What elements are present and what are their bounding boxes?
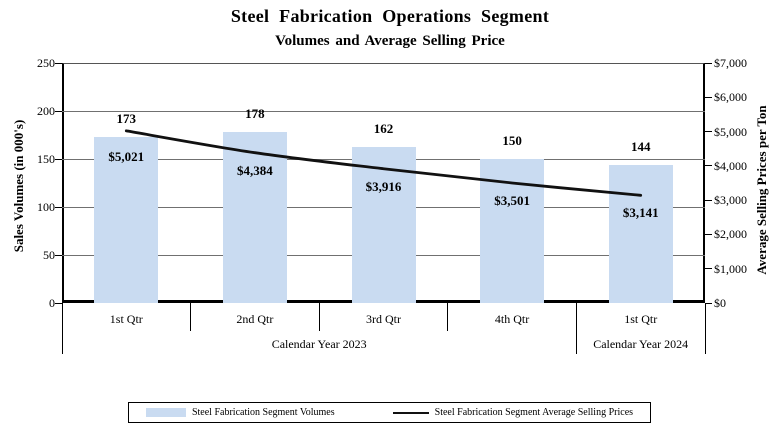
price-data-label: $4,384 [237, 162, 273, 178]
category-separator [318, 303, 320, 331]
chart-subtitle: Volumes and Average Selling Price [275, 33, 505, 49]
left-axis-tick-label: 200 [37, 104, 55, 118]
right-axis-tick-label: $0 [714, 296, 726, 310]
right-axis-tick [705, 131, 712, 133]
price-data-label: $5,021 [108, 148, 145, 164]
left-axis-tick-label: 100 [37, 200, 55, 214]
year-group-separator [61, 303, 63, 354]
price-line-layer [124, 129, 643, 197]
left-axis-tick-label: 250 [37, 56, 55, 70]
right-axis-tick-label: $6,000 [714, 90, 747, 105]
left-axis-tick-label: 0 [49, 296, 55, 310]
chart-title: Steel Fabrication Operations Segment [230, 6, 550, 26]
volume-data-label: 162 [373, 121, 394, 137]
right-axis-tick-label: $5,000 [714, 124, 747, 139]
volume-data-label: 173 [116, 110, 137, 126]
price-line [124, 129, 643, 197]
category-label: 1st Qtr [109, 312, 143, 326]
price-data-label: $3,916 [365, 178, 402, 194]
volume-bar [351, 147, 416, 303]
left-axis-tick [55, 254, 62, 256]
category-separator [447, 303, 449, 331]
right-axis-tick [705, 165, 712, 167]
volume-bar [94, 136, 159, 303]
category-label: 2nd Qtr [236, 312, 274, 326]
year-group-separator [704, 303, 706, 354]
legend-label-volumes: Steel Fabrication Segment Volumes [191, 407, 335, 418]
category-label: 3rd Qtr [365, 312, 401, 326]
legend-entry-prices: Steel Fabrication Segment Average Sellin… [392, 407, 634, 418]
category-label: 1st Qtr [624, 312, 658, 326]
year-group-label: Calendar Year 2023 [271, 337, 367, 351]
right-axis-tick-label: $3,000 [714, 193, 747, 208]
volume-data-label: 178 [245, 106, 265, 122]
year-group-separator [575, 303, 577, 354]
category-separator [190, 303, 192, 331]
right-axis-tick [705, 302, 712, 304]
right-axis-tick [705, 233, 712, 235]
right-axis-tick [705, 96, 712, 98]
legend: Steel Fabrication Segment Volumes Steel … [128, 402, 651, 423]
left-axis-tick [55, 302, 62, 304]
right-axis-tick-label: $2,000 [714, 227, 747, 242]
left-axis-tick-label: 50 [43, 248, 55, 262]
gridline [62, 110, 705, 112]
legend-line-swatch [392, 411, 429, 414]
left-axis-tick [55, 110, 62, 112]
left-axis-tick [55, 158, 62, 160]
legend-bar-swatch [145, 408, 186, 417]
legend-entry-volumes: Steel Fabrication Segment Volumes [145, 407, 335, 418]
year-group-label: Calendar Year 2024 [593, 337, 689, 351]
right-axis-tick-label: $1,000 [714, 261, 747, 276]
volume-data-label: 144 [630, 138, 651, 154]
left-axis-tick-label: 150 [37, 152, 55, 166]
volume-bar [222, 132, 287, 303]
right-axis-tick-label: $4,000 [714, 158, 747, 173]
right-axis-tick-label: $7,000 [714, 56, 747, 70]
right-axis-tick [705, 268, 712, 270]
legend-label-prices: Steel Fabrication Segment Average Sellin… [434, 407, 634, 418]
volume-data-label: 150 [502, 133, 522, 148]
price-data-label: $3,141 [622, 205, 659, 221]
left-axis-tick [55, 62, 62, 64]
left-axis-tick [55, 206, 62, 208]
right-axis-tick [705, 62, 712, 64]
price-data-label: $3,501 [494, 192, 530, 208]
volume-bar [608, 164, 673, 303]
right-axis-tick [705, 199, 712, 201]
category-label: 4th Qtr [494, 312, 530, 326]
